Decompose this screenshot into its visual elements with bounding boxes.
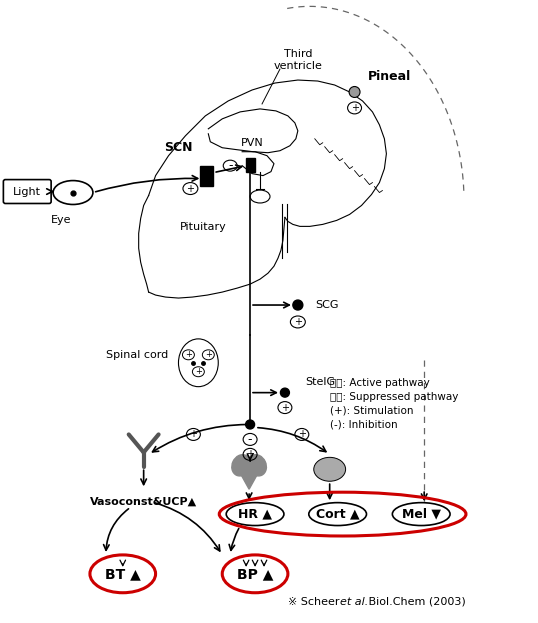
Text: SCN: SCN: [164, 141, 193, 154]
Text: Cort ▲: Cort ▲: [316, 508, 359, 521]
Bar: [200, 166, 213, 186]
Text: PVN: PVN: [240, 138, 264, 148]
Text: Third
ventricle: Third ventricle: [273, 49, 322, 71]
Text: SCG: SCG: [315, 300, 338, 310]
Ellipse shape: [247, 455, 266, 476]
Text: +: +: [281, 402, 289, 412]
Ellipse shape: [232, 455, 251, 476]
Text: +: +: [298, 429, 306, 439]
Text: Pituitary: Pituitary: [180, 222, 226, 232]
Text: Biol.Chem (2003): Biol.Chem (2003): [365, 597, 466, 607]
Ellipse shape: [349, 87, 360, 97]
Text: HR ▲: HR ▲: [238, 508, 272, 521]
Bar: [246, 158, 255, 171]
Text: 실선: Active pathway: 실선: Active pathway: [330, 378, 429, 388]
Text: -: -: [248, 433, 252, 446]
Text: Light: Light: [13, 186, 41, 196]
Text: +: +: [351, 103, 358, 113]
Text: Spinal cord: Spinal cord: [106, 350, 168, 360]
Text: +: +: [189, 429, 197, 439]
FancyBboxPatch shape: [3, 179, 51, 204]
Text: +: +: [205, 350, 212, 359]
Text: (+): Stimulation: (+): Stimulation: [330, 406, 413, 416]
Text: Eye: Eye: [51, 216, 72, 226]
Text: +: +: [185, 350, 192, 359]
Text: BP ▲: BP ▲: [237, 567, 273, 581]
Ellipse shape: [314, 457, 345, 481]
Text: +: +: [294, 317, 302, 327]
Text: BT ▲: BT ▲: [105, 567, 140, 581]
Text: +: +: [186, 184, 194, 194]
Text: et al.: et al.: [339, 597, 368, 607]
Text: Mel ▼: Mel ▼: [402, 508, 441, 521]
Text: (-): Inhibition: (-): Inhibition: [330, 419, 397, 429]
Ellipse shape: [246, 420, 254, 429]
Ellipse shape: [280, 388, 289, 397]
Text: Vasoconst&UCP▲: Vasoconst&UCP▲: [90, 496, 197, 506]
Ellipse shape: [293, 300, 303, 310]
Text: -: -: [228, 159, 232, 172]
Text: +: +: [246, 449, 254, 459]
Text: ※ Scheer: ※ Scheer: [288, 597, 343, 607]
Polygon shape: [239, 471, 259, 489]
Text: Pineal: Pineal: [367, 70, 410, 83]
Text: +: +: [195, 367, 202, 376]
Text: 점선: Suppressed pathway: 점선: Suppressed pathway: [330, 392, 458, 402]
Text: StelG: StelG: [305, 377, 335, 387]
